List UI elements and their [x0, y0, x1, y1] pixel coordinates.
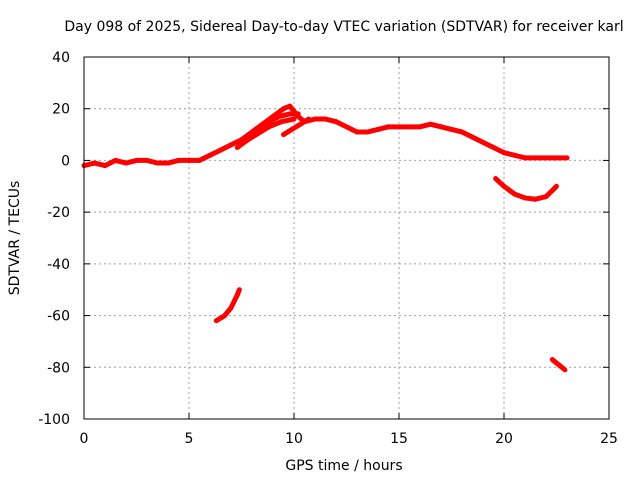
sdtvar-dip-series	[493, 176, 559, 202]
x-axis-label: GPS time / hours	[285, 458, 402, 474]
y-tick-label: 40	[52, 50, 70, 66]
sdtvar-low-1-series	[213, 287, 242, 324]
data-segment	[543, 183, 559, 200]
sdtvar-low-2-series	[549, 357, 568, 373]
x-tick-label: 0	[80, 431, 89, 447]
y-tick-label: -100	[38, 412, 70, 428]
label-layer: 0 5 10 15 20 25 40 20 0 -20 -40 -60 -80 -100	[38, 50, 618, 447]
sdtvar-main-series	[81, 103, 570, 169]
tick-layer	[83, 56, 610, 420]
x-tick-label: 10	[285, 431, 303, 447]
data-segment	[556, 362, 568, 373]
chart-title: Day 098 of 2025, Sidereal Day-to-day VTE…	[64, 19, 623, 35]
data-segment	[278, 116, 297, 125]
x-tick-label: 25	[600, 431, 618, 447]
y-tick-label: -40	[47, 257, 70, 273]
plot-frame	[83, 56, 610, 420]
x-tick-label: 5	[185, 431, 194, 447]
y-tick-label: -60	[47, 309, 70, 325]
y-tick-label: 0	[61, 153, 70, 169]
data-layer	[81, 103, 570, 373]
x-tick-label: 15	[390, 431, 408, 447]
y-tick-label: -80	[47, 360, 70, 376]
sdtvar-arc-c-series	[281, 116, 312, 138]
sdtvar-arc-b-series	[241, 116, 297, 145]
y-tick-label: 20	[52, 102, 70, 118]
grid-layer	[84, 57, 609, 419]
y-tick-label: -20	[47, 205, 70, 221]
data-segment	[297, 116, 312, 127]
x-tick-label: 20	[495, 431, 513, 447]
data-segment	[234, 287, 242, 298]
y-axis-label: SDTVAR / TECUs	[7, 181, 23, 296]
